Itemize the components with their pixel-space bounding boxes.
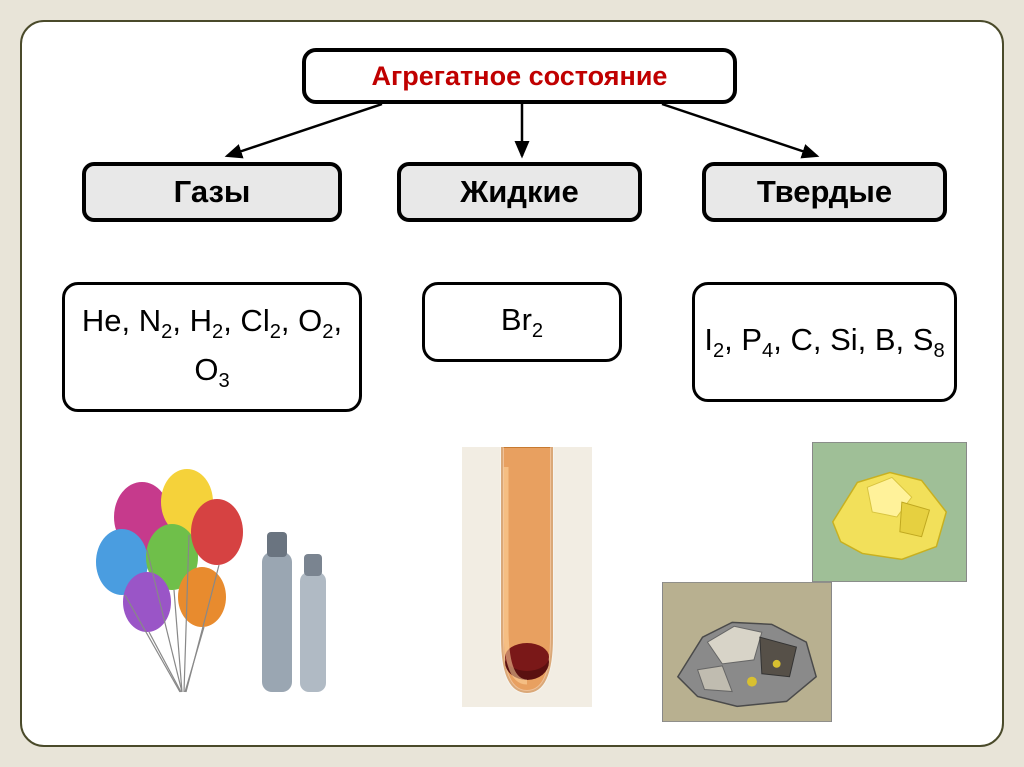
formulas-solid: I2, P4, C, Si, B, S8 — [692, 282, 957, 402]
formulas-liquid: Br2 — [422, 282, 622, 362]
category-solid: Твердые — [702, 162, 947, 222]
slide-frame: Агрегатное состояние Газы Жидкие Твердые… — [20, 20, 1004, 747]
formulas-gas-text: He, N2, H2, Cl2, O2, O3 — [73, 298, 351, 397]
formulas-liquid-text: Br2 — [501, 297, 543, 346]
title-text: Агрегатное состояние — [372, 61, 668, 92]
category-liquid: Жидкие — [397, 162, 642, 222]
image-liquid-tube — [452, 442, 602, 712]
category-solid-label: Твердые — [757, 174, 892, 210]
category-gas: Газы — [82, 162, 342, 222]
formulas-solid-text: I2, P4, C, Si, B, S8 — [704, 317, 944, 366]
title-box: Агрегатное состояние — [302, 48, 737, 104]
category-liquid-label: Жидкие — [460, 174, 579, 210]
image-solid-sulfur — [812, 442, 967, 582]
category-gas-label: Газы — [174, 174, 251, 210]
image-solid-mineral — [662, 582, 832, 722]
formulas-gas: He, N2, H2, Cl2, O2, O3 — [62, 282, 362, 412]
image-gas-balloons — [82, 452, 362, 722]
